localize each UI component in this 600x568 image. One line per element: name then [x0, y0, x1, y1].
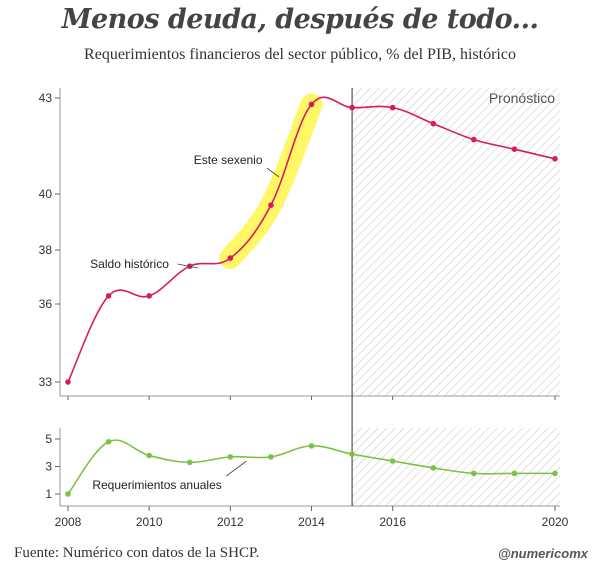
x-tick-label: 2010 [136, 515, 163, 529]
requerimientos-point [146, 452, 152, 459]
y-tick-label: 38 [39, 243, 53, 257]
forecast-region-bottom [352, 428, 560, 506]
y-tick-label: 40 [39, 187, 53, 201]
saldo-point [308, 101, 315, 108]
saldo-point [349, 104, 355, 111]
y-tick-label: 1 [45, 487, 52, 501]
requerimientos-point [105, 438, 112, 445]
requerimientos-point [268, 454, 274, 460]
x-tick-label: 2014 [298, 515, 325, 529]
saldo-point [471, 136, 477, 143]
saldo-point [430, 120, 437, 127]
y-tick-label: 5 [45, 432, 52, 446]
saldo-point [268, 202, 274, 208]
requerimientos-point [65, 491, 71, 497]
saldo-point [146, 293, 152, 299]
requerimientos-point [227, 454, 234, 460]
requerimientos-point [349, 451, 355, 457]
saldo-point [389, 104, 396, 111]
x-tick-label: 2008 [55, 515, 82, 529]
x-tick-label: 2012 [217, 515, 244, 529]
chart-subtitle: Requerimientos financieros del sector pú… [84, 46, 516, 63]
requerimientos-point [186, 459, 193, 466]
annotation-arrow [226, 460, 247, 477]
annotation-saldo-historico: Saldo histórico [90, 257, 169, 271]
saldo-point [227, 255, 234, 261]
requerimientos-point [430, 465, 437, 471]
saldo-point [65, 379, 71, 385]
annotation-arrow [177, 263, 198, 269]
x-tick-label: 2016 [379, 515, 406, 529]
x-tick-label: 2020 [542, 515, 569, 529]
saldo-point [552, 156, 558, 162]
y-tick-label: 33 [39, 375, 53, 389]
requerimientos-point [308, 443, 315, 449]
requerimientos-point [552, 470, 558, 477]
saldo-point [105, 293, 112, 299]
annotation-arrow [266, 167, 280, 178]
annotation-requerimientos-anuales: Requerimientos anuales [92, 478, 221, 492]
forecast-label: Pronóstico [489, 90, 555, 106]
y-tick-label: 36 [39, 297, 53, 311]
chart-title: Menos deuda, después de todo... [61, 4, 539, 35]
requerimientos-point [471, 470, 477, 477]
annotation-este-sexenio: Este sexenio [194, 153, 263, 167]
saldo-point [511, 146, 518, 152]
y-tick-label: 3 [45, 460, 52, 474]
requerimientos-point [511, 470, 518, 477]
forecast-region-top [352, 88, 560, 396]
source-note: Fuente: Numérico con datos de la SHCP. [14, 545, 260, 561]
author-handle: @numericomx [498, 546, 588, 561]
y-tick-label: 43 [39, 91, 53, 105]
requerimientos-point [389, 458, 396, 464]
